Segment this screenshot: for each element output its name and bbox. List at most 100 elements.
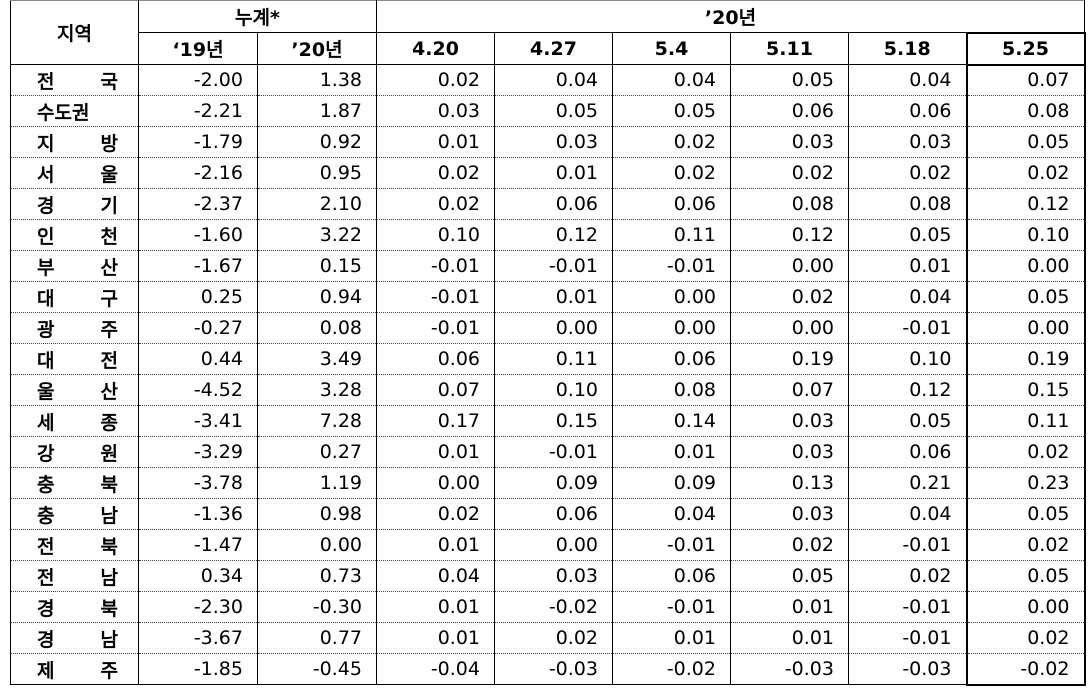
table-row: 부 산 -1.67 0.15 -0.01 -0.01 -0.01 0.00 0.01 0.00: [10, 250, 1086, 282]
col-header-week: 4.27: [494, 32, 613, 65]
value-cell: -0.01: [494, 250, 613, 282]
value-cell: -0.01: [376, 250, 495, 282]
table-row: 전 국 -2.00 1.38 0.02 0.04 0.04 0.05 0.04 0.07: [10, 64, 1086, 96]
value-cell: 1.38: [257, 64, 377, 96]
region-cell: 울 산: [10, 374, 139, 406]
table-row: 광 주 -0.27 0.08 -0.01 0.00 0.00 0.00 -0.01 0.00: [10, 312, 1086, 344]
value-cell: 0.04: [848, 498, 967, 530]
table-row: 전 북 -1.47 0.00 0.01 0.00 -0.01 0.02 -0.01 0.02: [10, 529, 1086, 561]
value-cell: 0.04: [494, 64, 613, 96]
value-cell: 0.12: [494, 219, 613, 251]
value-cell: 0.07: [730, 374, 849, 406]
value-cell: 0.02: [376, 64, 495, 96]
value-cell: 0.01: [612, 436, 731, 468]
value-cell: 0.02: [848, 560, 967, 592]
value-cell: -0.27: [138, 312, 258, 344]
price-change-table: 지역 누계* ’20년 ‘19년 ’20년 4.20 4.27 5.4 5.11…: [10, 0, 1086, 686]
value-cell: 0.02: [376, 157, 495, 189]
value-cell: 0.05: [494, 95, 613, 127]
value-cell: -0.02: [494, 591, 613, 623]
value-cell: -1.67: [138, 250, 258, 282]
value-cell: -0.03: [848, 653, 967, 685]
value-cell: -3.41: [138, 405, 258, 437]
table-row: 제 주 -1.85 -0.45 -0.04 -0.03 -0.02 -0.03 -0.03 -0…: [10, 653, 1086, 686]
table-row: 경 남 -3.67 0.77 0.01 0.02 0.01 0.01 -0.01 0.02: [10, 622, 1086, 654]
value-cell: -0.01: [376, 312, 495, 344]
region-cell: 전 북: [10, 529, 139, 561]
value-cell: 0.77: [257, 622, 377, 654]
value-cell: -1.36: [138, 498, 258, 530]
col-header-week: 5.11: [730, 32, 849, 65]
region-cell: 경 북: [10, 591, 139, 623]
value-cell: 0.07: [376, 374, 495, 406]
value-cell: 0.08: [257, 312, 377, 344]
value-cell: -0.04: [376, 653, 495, 685]
value-cell: 0.06: [730, 95, 849, 127]
region-cell: 대 전: [10, 343, 139, 375]
value-cell: 0.01: [494, 281, 613, 313]
value-cell: 0.01: [376, 436, 495, 468]
region-cell: 제 주: [10, 653, 139, 685]
value-cell: 0.19: [965, 343, 1086, 375]
value-cell: 0.11: [612, 219, 731, 251]
value-cell: 0.34: [138, 560, 258, 592]
value-cell: -2.30: [138, 591, 258, 623]
value-cell: -1.47: [138, 529, 258, 561]
value-cell: 0.08: [848, 188, 967, 220]
value-cell: 1.19: [257, 467, 377, 499]
value-cell: 0.04: [612, 498, 731, 530]
table-row: 서 울 -2.16 0.95 0.02 0.01 0.02 0.02 0.02 0.02: [10, 157, 1086, 189]
value-cell: 0.02: [965, 529, 1086, 561]
value-cell: 0.01: [494, 157, 613, 189]
region-cell: 강 원: [10, 436, 139, 468]
value-cell: -1.85: [138, 653, 258, 685]
value-cell: 0.01: [730, 591, 849, 623]
region-cell: 충 남: [10, 498, 139, 530]
col-header-2019: ‘19년: [138, 32, 258, 65]
value-cell: 0.00: [494, 312, 613, 344]
value-cell: 0.23: [965, 467, 1086, 499]
value-cell: 0.21: [848, 467, 967, 499]
value-cell: -0.45: [257, 653, 377, 685]
value-cell: 0.95: [257, 157, 377, 189]
value-cell: 0.03: [730, 126, 849, 158]
value-cell: -0.01: [848, 529, 967, 561]
value-cell: 0.00: [612, 281, 731, 313]
value-cell: 0.00: [965, 250, 1086, 282]
col-header-week: 5.18: [848, 32, 967, 65]
value-cell: 0.09: [494, 467, 613, 499]
value-cell: 0.08: [730, 188, 849, 220]
value-cell: 2.10: [257, 188, 377, 220]
value-cell: -1.60: [138, 219, 258, 251]
value-cell: 0.00: [965, 591, 1086, 623]
cumulative-header: 누계*: [138, 0, 377, 33]
value-cell: -1.79: [138, 126, 258, 158]
region-cell: 전 국: [10, 64, 139, 96]
value-cell: 0.06: [494, 188, 613, 220]
value-cell: 0.73: [257, 560, 377, 592]
value-cell: -3.78: [138, 467, 258, 499]
table-row: 충 남 -1.36 0.98 0.02 0.06 0.04 0.03 0.04 0.05: [10, 498, 1086, 530]
value-cell: -0.01: [848, 622, 967, 654]
value-cell: 0.05: [730, 560, 849, 592]
value-cell: 0.03: [730, 436, 849, 468]
region-cell: 수도권: [10, 95, 139, 127]
table-row: 충 북 -3.78 1.19 0.00 0.09 0.09 0.13 0.21 0.23: [10, 467, 1086, 499]
value-cell: 0.00: [965, 312, 1086, 344]
value-cell: 0.11: [965, 405, 1086, 437]
value-cell: 0.03: [494, 560, 613, 592]
value-cell: 0.10: [965, 219, 1086, 251]
value-cell: 0.25: [138, 281, 258, 313]
value-cell: 0.04: [376, 560, 495, 592]
value-cell: 0.06: [612, 343, 731, 375]
value-cell: 0.04: [612, 64, 731, 96]
value-cell: 0.02: [376, 188, 495, 220]
table-row: 울 산 -4.52 3.28 0.07 0.10 0.08 0.07 0.12 0.15: [10, 374, 1086, 406]
value-cell: 0.05: [965, 281, 1086, 313]
value-cell: 0.02: [730, 157, 849, 189]
region-cell: 지 방: [10, 126, 139, 158]
table-row: 수도권 -2.21 1.87 0.03 0.05 0.05 0.06 0.06 0.08: [10, 95, 1086, 127]
region-cell: 대 구: [10, 281, 139, 313]
table-row: 경 북 -2.30 -0.30 0.01 -0.02 -0.01 0.01 -0.01 0.00: [10, 591, 1086, 623]
value-cell: -4.52: [138, 374, 258, 406]
